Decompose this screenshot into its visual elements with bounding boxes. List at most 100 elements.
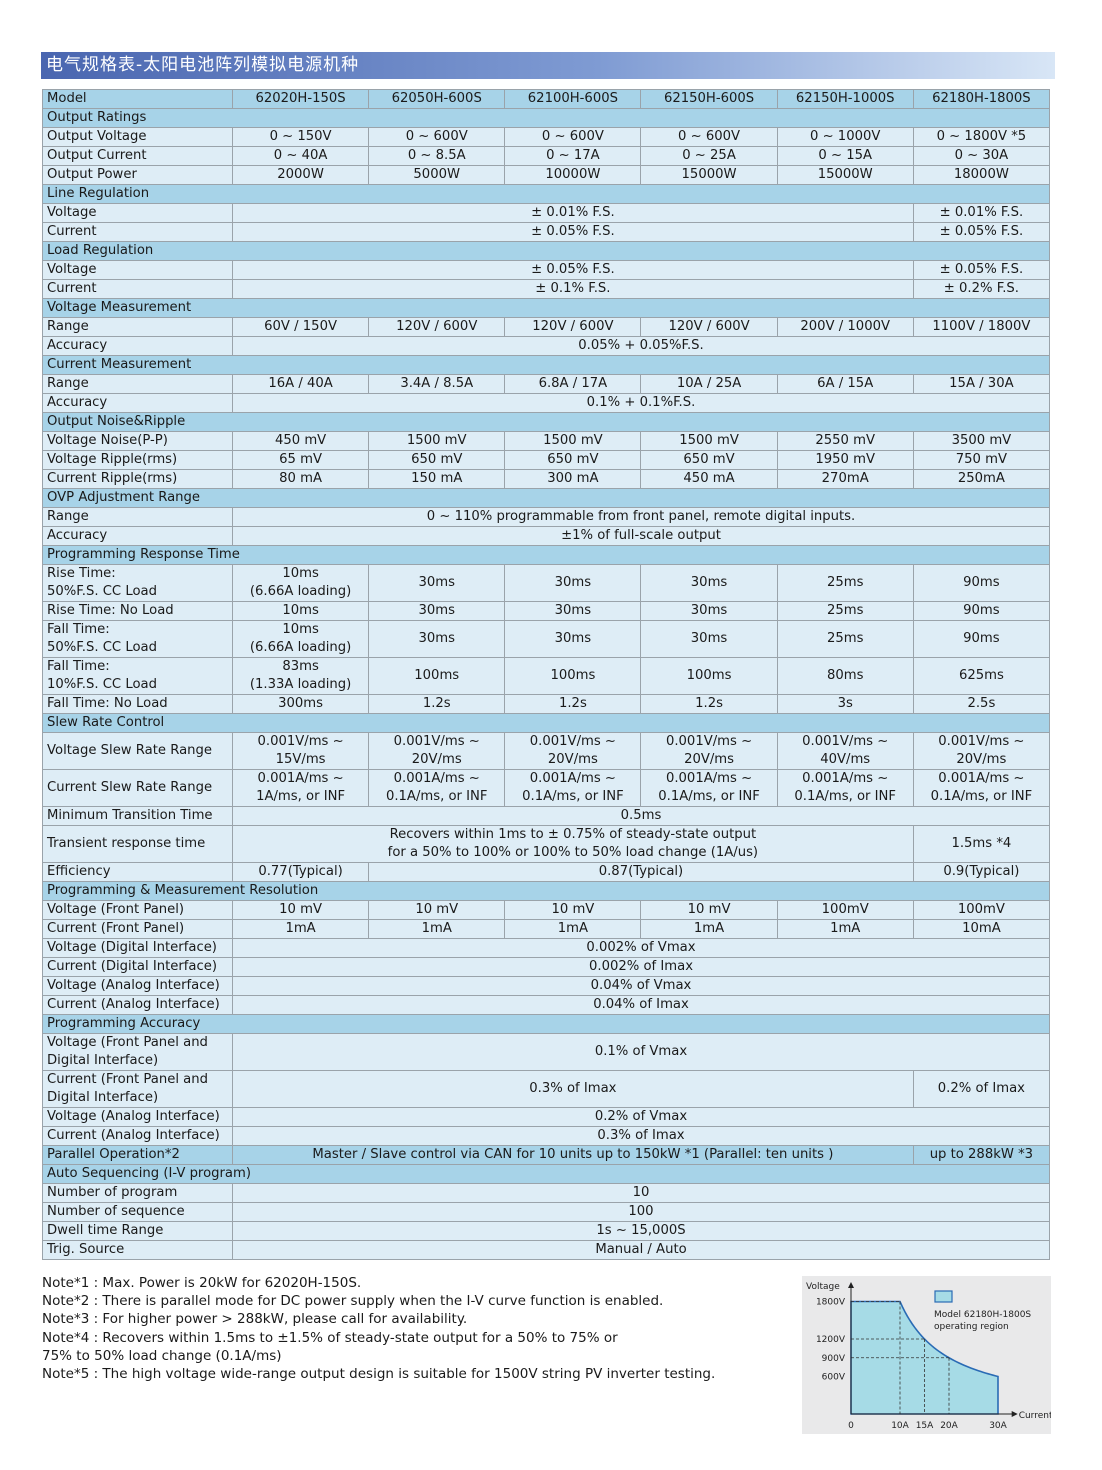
cell-value: 0.001A/ms ~ 0.1A/ms, or INF	[368, 769, 506, 807]
cell-value: 80ms	[776, 657, 914, 695]
row-label: Accuracy	[42, 336, 233, 356]
cell-value: 0.001A/ms ~ 0.1A/ms, or INF	[912, 769, 1051, 807]
cell-value: Master / Slave control via CAN for 10 un…	[232, 1145, 914, 1165]
row-label: OVP Adjustment Range	[42, 488, 1050, 508]
cell-value: 1.2s	[640, 694, 778, 714]
cell-value: 0.001V/ms ~ 20V/ms	[912, 732, 1051, 770]
section-row: Programming Response Time	[42, 545, 1050, 565]
row-label: Efficiency	[42, 862, 233, 882]
cell-value: 150 mA	[368, 469, 506, 489]
cell-value: 0.2% of Imax	[912, 1070, 1051, 1108]
row-label: Dwell time Range	[42, 1221, 233, 1241]
section-row: Voltage Measurement	[42, 298, 1050, 318]
row-label: Output Ratings	[42, 108, 1050, 128]
section-row: Line Regulation	[42, 184, 1050, 204]
cell-value: 30ms	[368, 620, 506, 658]
cell-value: 0 ~ 110% programmable from front panel, …	[232, 507, 1050, 527]
spec-table: Model 62020H-150S 62050H-600S 62100H-600S 62…	[42, 89, 1051, 1260]
cell-value: 30ms	[640, 564, 778, 602]
cell-value: 1mA	[776, 919, 914, 939]
table-row: Rise Time: No Load 10ms 30ms 30ms 30ms 25ms 90…	[42, 601, 1051, 621]
cell-value: 30ms	[504, 601, 642, 621]
cell-value: 2550 mV	[776, 431, 914, 451]
row-label: Voltage Noise(P-P)	[42, 431, 233, 451]
table-row: Output Power 2000W 5000W 10000W 15000W 15000W…	[42, 165, 1051, 185]
cell-value: 0.001V/ms ~ 15V/ms	[231, 732, 370, 770]
row-label: Trig. Source	[42, 1240, 233, 1260]
cell-value: 120V / 600V	[368, 317, 506, 337]
cell-value: ±1% of full-scale output	[232, 526, 1050, 546]
cell-value: 1500 mV	[640, 431, 778, 451]
cell-value: up to 288kW *3	[912, 1145, 1051, 1165]
row-label: Load Regulation	[42, 241, 1050, 261]
cell-value: 30ms	[368, 564, 506, 602]
cell-value: ± 0.05% F.S.	[912, 260, 1051, 280]
row-label: Voltage	[42, 203, 233, 223]
cell-value: 10ms (6.66A loading)	[231, 620, 370, 658]
cell-value: 3s	[776, 694, 914, 714]
cell-value: 10mA	[912, 919, 1051, 939]
table-row: Voltage (Front Panel) 10 mV 10 mV 10 mV 10 m…	[42, 900, 1051, 920]
cell-value: 1100V / 1800V	[912, 317, 1051, 337]
cell-value: 0.3% of Imax	[232, 1070, 914, 1108]
table-row: Fall Time: 50%F.S. CC Load 10ms (6.66A lo…	[42, 620, 1051, 658]
y-axis-arrow	[848, 1282, 854, 1288]
table-row: Efficiency 0.77(Typical) 0.87(Typical) 0.9(…	[42, 862, 1051, 882]
cell-value: 1mA	[640, 919, 778, 939]
cell-value: 650 mV	[504, 450, 642, 470]
section-row: Auto Sequencing (I-V program)	[42, 1164, 1050, 1184]
cell-value: 62020H-150S	[231, 89, 370, 109]
cell-value: 450 mV	[231, 431, 370, 451]
cell-value: 0.002% of Imax	[232, 957, 1050, 977]
y-tick-label: 900V	[822, 1354, 846, 1364]
cell-value: 0 ~ 1000V	[776, 127, 914, 147]
table-row: Current Ripple(rms) 80 mA 150 mA 300 mA 450 …	[42, 469, 1051, 489]
cell-value: 10A / 25A	[640, 374, 778, 394]
row-label: Voltage (Analog Interface)	[42, 1107, 233, 1127]
cell-value: 0.3% of Imax	[232, 1126, 1050, 1146]
row-label: Voltage (Analog Interface)	[42, 976, 233, 996]
row-label: Current (Digital Interface)	[42, 957, 233, 977]
cell-value: 1mA	[231, 919, 370, 939]
cell-value: 0.04% of Vmax	[232, 976, 1050, 996]
cell-value: 15000W	[776, 165, 914, 185]
y-tick-label: 1200V	[816, 1335, 846, 1345]
cell-value: 62100H-600S	[504, 89, 642, 109]
cell-value: 90ms	[912, 601, 1051, 621]
cell-value: 62150H-600S	[640, 89, 778, 109]
cell-value: 0 ~ 600V	[368, 127, 506, 147]
table-row: Trig. Source Manual / Auto	[42, 1240, 1050, 1260]
section-row: Parallel Operation*2 Master / Slave contr…	[42, 1145, 1051, 1165]
row-label: Output Noise&Ripple	[42, 412, 1050, 432]
cell-value: 18000W	[912, 165, 1051, 185]
table-row: Rise Time: 50%F.S. CC Load 10ms (6.66A lo…	[42, 564, 1051, 602]
y-tick-label: 1800V	[816, 1298, 846, 1308]
table-row: Number of sequence 100	[42, 1202, 1050, 1222]
cell-value: 6A / 15A	[776, 374, 914, 394]
cell-value: 6.8A / 17A	[504, 374, 642, 394]
table-row: Output Current 0 ~ 40A 0 ~ 8.5A 0 ~ 17A 0 ~ …	[42, 146, 1051, 166]
cell-value: 30ms	[640, 620, 778, 658]
cell-value: 0.001V/ms ~ 20V/ms	[504, 732, 642, 770]
row-label: Range	[42, 374, 233, 394]
cell-value: 0 ~ 15A	[776, 146, 914, 166]
footnote: Note*3 : For higher power > 288kW, pleas…	[42, 1311, 468, 1328]
row-label: Accuracy	[42, 526, 233, 546]
cell-value: 1s ~ 15,000S	[232, 1221, 1050, 1241]
table-row: Current (Analog Interface) 0.04% of Imax	[42, 995, 1050, 1015]
cell-value: 0.001V/ms ~ 20V/ms	[640, 732, 778, 770]
table-row: Voltage Noise(P-P) 450 mV 1500 mV 1500 mV 15…	[42, 431, 1051, 451]
cell-value: 65 mV	[231, 450, 370, 470]
row-label: Voltage Ripple(rms)	[42, 450, 233, 470]
row-label: Range	[42, 317, 233, 337]
x-tick-label: 30A	[989, 1421, 1007, 1431]
cell-value: ± 0.2% F.S.	[912, 279, 1051, 299]
cell-value: 300 mA	[504, 469, 642, 489]
table-row: Voltage ± 0.05% F.S. ± 0.05% F.S.	[42, 260, 1051, 280]
x-tick-label: 15A	[916, 1421, 934, 1431]
x-tick-label: 20A	[940, 1421, 958, 1431]
row-label: Voltage (Front Panel and Digital Interfa…	[42, 1033, 233, 1071]
section-row: Slew Rate Control	[42, 713, 1050, 733]
cell-value: 0.77(Typical)	[231, 862, 370, 882]
operating-region-chart: 0 10A 15A 20A 30A 1800V 1200V 900V 600V Voltage Cu…	[802, 1276, 1053, 1434]
